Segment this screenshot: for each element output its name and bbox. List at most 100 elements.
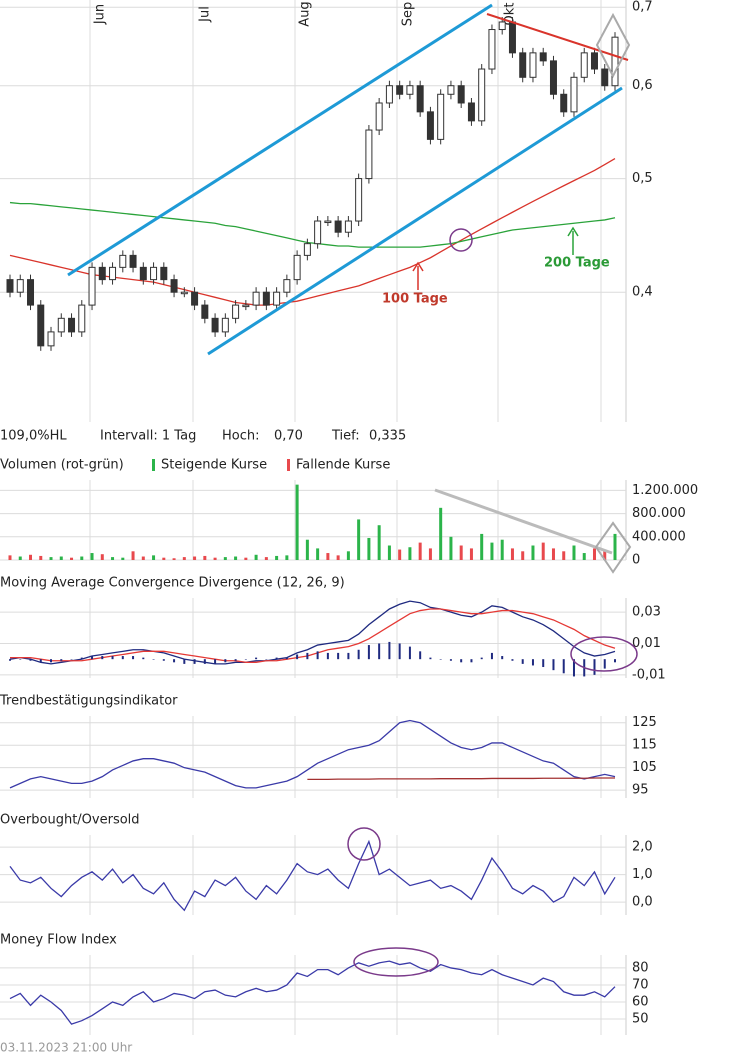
- histogram-bar: [419, 651, 422, 660]
- candle: [283, 279, 291, 293]
- candle: [549, 60, 557, 95]
- y-tick-label: 1.200.000: [632, 483, 698, 498]
- volume-bar: [531, 545, 535, 560]
- y-tick-label: 95: [632, 783, 649, 798]
- candle: [221, 317, 229, 333]
- panel-title: Overbought/Oversold: [0, 813, 140, 828]
- volume-bar: [285, 555, 289, 560]
- y-tick-label: 0,01: [632, 636, 661, 651]
- candle: [519, 52, 527, 78]
- histogram-bar: [255, 657, 258, 660]
- volume-bar: [305, 539, 309, 560]
- candle: [560, 93, 568, 113]
- histogram-bar: [449, 659, 452, 661]
- candle: [314, 220, 322, 245]
- volume-bar: [418, 542, 422, 560]
- candle: [119, 254, 127, 268]
- histogram-bar: [460, 659, 463, 663]
- volume-bar: [346, 551, 350, 560]
- candle: [478, 68, 486, 122]
- candle: [273, 291, 281, 306]
- panel-title: Volumen (rot-grün): [0, 458, 124, 473]
- candle: [293, 254, 301, 281]
- histogram-bar: [265, 659, 268, 660]
- histogram-bar: [132, 656, 135, 660]
- indicator-line: [9, 839, 616, 912]
- candle: [191, 291, 199, 306]
- volume-bar: [111, 557, 115, 560]
- panel-title: Trendbestätigungsindikator: [0, 694, 178, 709]
- volume-bar: [562, 551, 566, 560]
- annotations: 100 Tage 200 Tage: [67, 3, 638, 977]
- candle: [365, 129, 373, 180]
- volume-bar: [439, 507, 443, 560]
- histogram-bar: [531, 659, 534, 666]
- candle: [242, 304, 250, 308]
- volume-bar: [541, 542, 545, 560]
- stat-text: Hoch:: [222, 429, 260, 444]
- indicator-line: [10, 608, 616, 663]
- volume-bar: [152, 555, 156, 560]
- histogram-bar: [70, 659, 73, 660]
- volume-bar: [449, 536, 453, 560]
- ma100-label: 100 Tage: [382, 292, 448, 307]
- volume-bar: [326, 553, 330, 560]
- indicator-line: [9, 719, 616, 789]
- arrow-200: [567, 226, 579, 255]
- y-tick-label: 0,4: [632, 285, 653, 300]
- histogram-bar: [203, 659, 206, 664]
- y-tick-label: 50: [632, 1012, 649, 1027]
- histogram-bar: [388, 641, 391, 660]
- indicator-line: [9, 600, 616, 665]
- histogram-bar: [398, 643, 401, 660]
- volume-bar: [469, 548, 473, 560]
- histogram-bar: [183, 659, 186, 664]
- legend-label: Steigende Kurse: [161, 458, 267, 473]
- candle: [467, 102, 475, 122]
- volume-bar: [408, 547, 412, 560]
- histogram-bar: [603, 659, 606, 669]
- stat-text: 109,0%HL: [0, 429, 67, 444]
- indicator-line: [307, 777, 615, 781]
- candle: [109, 266, 117, 281]
- candle: [437, 93, 445, 140]
- volume-bar: [582, 553, 586, 560]
- candle: [344, 220, 352, 233]
- y-tick-label: 70: [632, 977, 649, 992]
- volume-bar: [387, 545, 391, 560]
- volume-bar: [49, 557, 53, 560]
- y-tick-label: 80: [632, 960, 649, 975]
- histogram-bar: [326, 652, 329, 660]
- histogram-bar: [296, 654, 299, 660]
- y-tick-label: 0,7: [632, 0, 653, 15]
- histogram-bar: [480, 657, 483, 660]
- candle: [416, 85, 424, 113]
- volume-bar: [121, 557, 125, 560]
- candle: [47, 331, 55, 347]
- histogram-bar: [490, 652, 493, 660]
- volume-bar: [131, 551, 135, 560]
- candle: [580, 52, 588, 78]
- histogram-bar: [80, 657, 83, 660]
- candle: [211, 317, 219, 333]
- candle: [355, 178, 363, 222]
- candle: [27, 279, 35, 306]
- candle: [129, 254, 137, 268]
- candle: [262, 291, 270, 306]
- histogram-bar: [101, 656, 104, 660]
- month-label: Aug: [298, 1, 313, 26]
- candle: [232, 304, 240, 319]
- resistance-line: [486, 13, 629, 61]
- histogram-bar: [562, 659, 565, 674]
- histogram-bar: [511, 659, 514, 661]
- legend-label: Fallende Kurse: [296, 458, 390, 473]
- volume-bar: [8, 555, 12, 560]
- histogram-bar: [521, 659, 524, 664]
- candle: [150, 266, 158, 281]
- legend-swatch: [287, 459, 290, 471]
- y-tick-label: 60: [632, 994, 649, 1009]
- volume-bar: [223, 557, 227, 560]
- histogram-bar: [306, 652, 309, 660]
- candle: [88, 266, 96, 306]
- candle: [139, 266, 147, 281]
